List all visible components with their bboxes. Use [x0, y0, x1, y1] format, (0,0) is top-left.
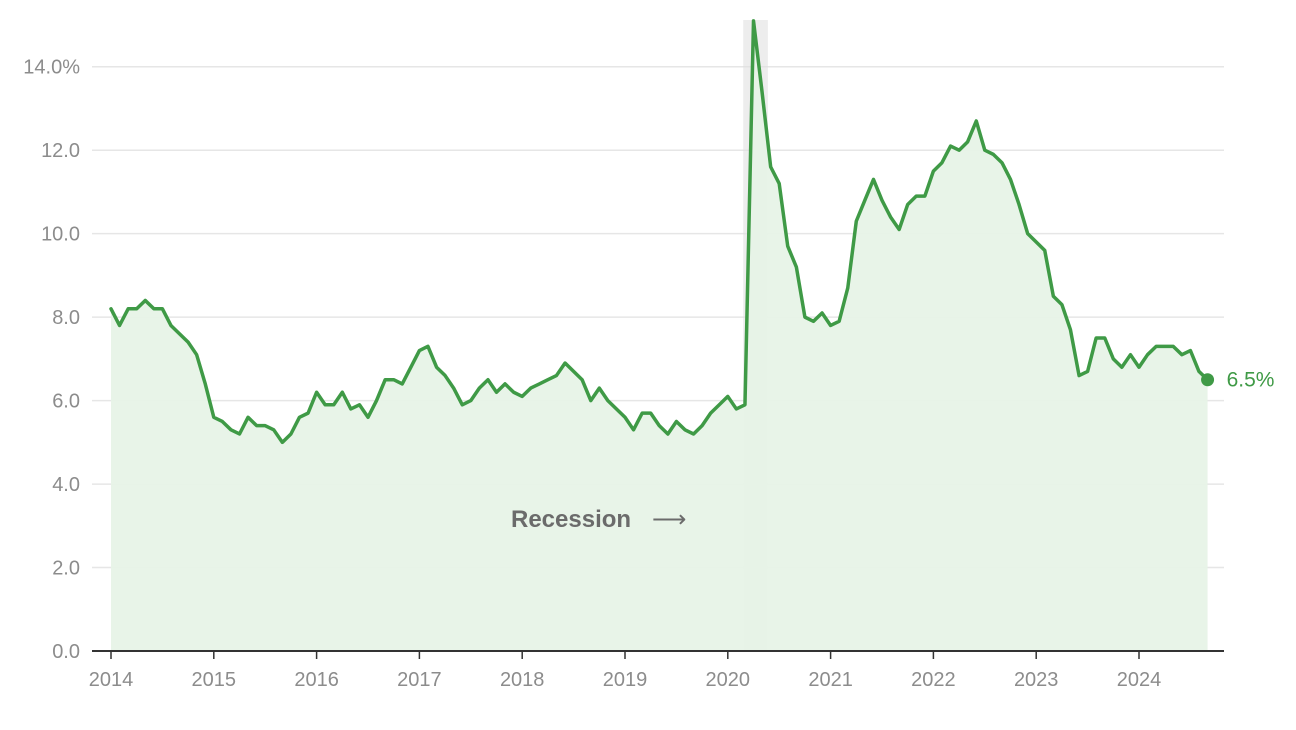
x-tick-label: 2018: [500, 669, 545, 691]
recession-arrow: ⟶: [652, 506, 686, 533]
y-tick-label: 14.0%: [23, 57, 80, 79]
x-tick-label: 2021: [808, 669, 853, 691]
y-tick-label: 12.0: [41, 140, 80, 162]
series-area: [111, 20, 1208, 651]
y-tick-label: 0.0: [52, 641, 80, 663]
x-tick-label: 2014: [89, 669, 134, 691]
x-tick-label: 2020: [706, 669, 751, 691]
y-tick-label: 4.0: [52, 474, 80, 496]
series-line: [109, 19, 1210, 445]
recession-label: Recession: [511, 506, 631, 533]
x-tick-label: 2017: [397, 669, 442, 691]
series-line-layer: [109, 19, 1215, 445]
y-tick-label: 6.0: [52, 391, 80, 413]
x-tick-label: 2019: [603, 669, 648, 691]
y-tick-label: 8.0: [52, 307, 80, 329]
end-point-marker: [1201, 373, 1215, 387]
axes: 0.0 2.0 4.0 6.0 8.0 10.0 12.0 14.0% 2014 2015 2016…: [23, 57, 1224, 691]
end-value-label: 6.5%: [1227, 369, 1275, 392]
x-tick-label: 2023: [1014, 669, 1059, 691]
y-tick-label: 10.0: [41, 224, 80, 246]
x-tick-label: 2016: [294, 669, 339, 691]
x-tick-label: 2024: [1117, 669, 1162, 691]
y-tick-label: 2.0: [52, 558, 80, 580]
area-fill-layer: [111, 20, 1208, 651]
x-tick-label: 2015: [192, 669, 237, 691]
x-tick-label: 2022: [911, 669, 956, 691]
annotations: Recession ⟶ 6.5%: [511, 369, 1274, 533]
